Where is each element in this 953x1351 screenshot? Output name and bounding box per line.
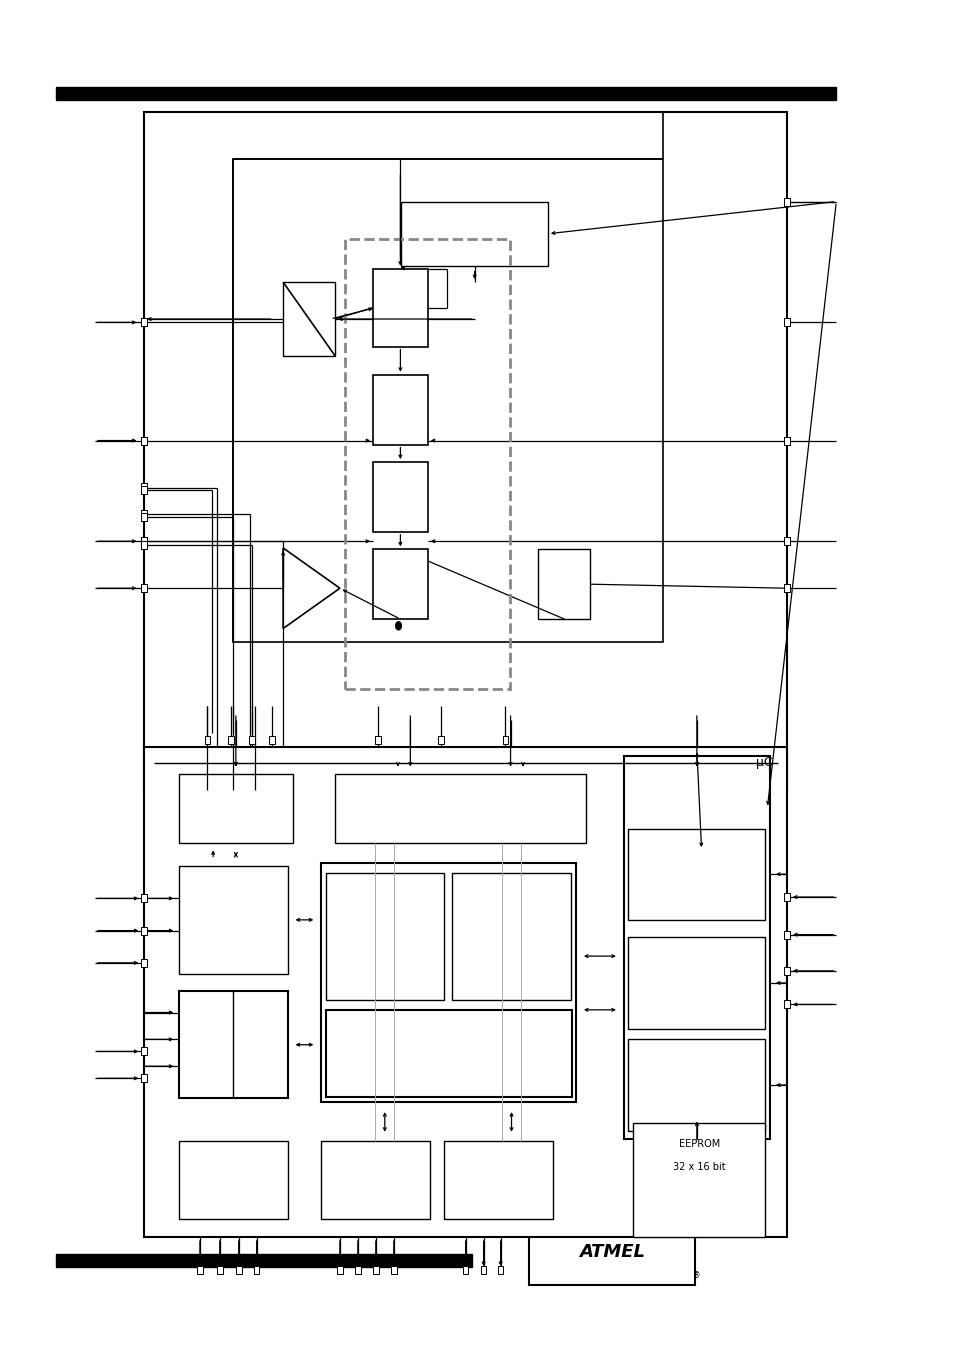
Bar [269, 736, 274, 744]
Bar [228, 736, 233, 744]
Bar [141, 927, 147, 935]
Bar [141, 538, 147, 546]
Text: ATMEL: ATMEL [578, 1243, 644, 1260]
Bar [355, 1266, 360, 1274]
Text: EEPROM

32 x 16 bit: EEPROM 32 x 16 bit [672, 1139, 725, 1171]
Bar [233, 158, 662, 642]
Bar [783, 436, 789, 444]
Bar [628, 938, 764, 1028]
Bar [141, 1074, 147, 1082]
Bar [141, 538, 147, 546]
Bar [443, 1142, 552, 1220]
Bar [216, 1266, 222, 1274]
Bar [783, 1001, 789, 1008]
Bar [391, 1266, 396, 1274]
Bar [253, 1266, 259, 1274]
Bar [628, 828, 764, 920]
Bar [141, 484, 147, 492]
Bar [783, 967, 789, 975]
Bar [144, 747, 786, 1236]
Bar [373, 462, 427, 532]
Bar [325, 1009, 571, 1097]
Bar [56, 1254, 472, 1267]
Bar [529, 1225, 694, 1285]
Bar [783, 538, 789, 546]
Bar [783, 584, 789, 592]
Bar [783, 584, 789, 592]
Bar [638, 774, 764, 843]
Bar [56, 88, 836, 100]
Bar [537, 550, 590, 619]
Bar [373, 550, 427, 619]
Bar [628, 1039, 764, 1131]
Bar [141, 436, 147, 444]
Bar [320, 1142, 429, 1220]
Bar [783, 197, 789, 205]
Bar [437, 736, 443, 744]
Bar [401, 201, 547, 266]
Circle shape [395, 621, 401, 630]
Bar [141, 542, 147, 550]
Bar [497, 1266, 503, 1274]
Bar [141, 894, 147, 902]
Bar [141, 486, 147, 494]
Bar [502, 736, 508, 744]
Bar [179, 992, 288, 1098]
Bar [141, 959, 147, 967]
Bar [783, 931, 789, 939]
Bar [141, 1047, 147, 1055]
Bar [141, 513, 147, 521]
Bar [344, 239, 510, 689]
Bar [197, 1266, 203, 1274]
Bar [452, 873, 570, 1001]
Bar [373, 269, 427, 347]
Bar [462, 1266, 468, 1274]
Bar [283, 282, 335, 355]
Bar [179, 866, 288, 974]
Bar [249, 736, 254, 744]
Bar [141, 538, 147, 546]
Text: μC: μC [755, 757, 772, 769]
Bar [633, 1123, 764, 1236]
Bar [373, 374, 427, 444]
Bar [144, 112, 786, 789]
Text: ®: ® [692, 1271, 700, 1279]
Bar [141, 436, 147, 444]
Bar [623, 757, 769, 1139]
Bar [235, 1266, 241, 1274]
Bar [325, 873, 443, 1001]
Bar [783, 436, 789, 444]
Bar [335, 774, 585, 843]
Bar [141, 584, 147, 592]
Bar [783, 893, 789, 901]
Bar [320, 863, 576, 1102]
Bar [783, 538, 789, 546]
Bar [480, 1266, 486, 1274]
Bar [205, 736, 210, 744]
Bar [375, 736, 380, 744]
Bar [141, 319, 147, 327]
Bar [141, 584, 147, 592]
Bar [336, 1266, 342, 1274]
Bar [141, 511, 147, 519]
Bar [783, 319, 789, 327]
Bar [373, 1266, 378, 1274]
Bar [141, 319, 147, 327]
Bar [179, 774, 293, 843]
Bar [179, 1142, 288, 1220]
